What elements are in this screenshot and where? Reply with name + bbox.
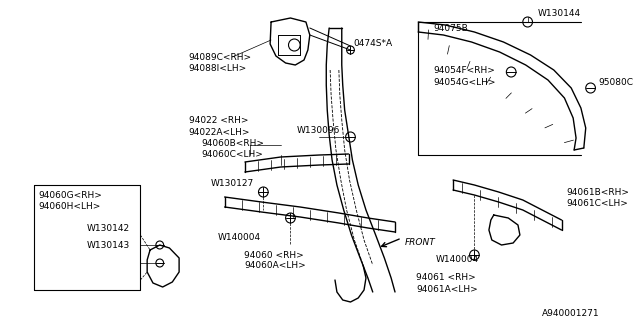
Text: 94061 <RH>: 94061 <RH>	[416, 274, 476, 283]
Text: 94054G<LH>: 94054G<LH>	[434, 77, 496, 86]
Text: 94022 <RH>: 94022 <RH>	[189, 116, 248, 124]
Text: 94089C<RH>: 94089C<RH>	[189, 52, 252, 61]
Text: 94060 <RH>: 94060 <RH>	[244, 251, 304, 260]
Text: W130142: W130142	[87, 223, 131, 233]
Text: W130096: W130096	[296, 125, 340, 134]
Text: 94061C<LH>: 94061C<LH>	[566, 198, 628, 207]
Text: 94060H<LH>: 94060H<LH>	[39, 202, 101, 211]
Text: 94060C<LH>: 94060C<LH>	[202, 149, 263, 158]
Text: 94022A<LH>: 94022A<LH>	[189, 127, 250, 137]
Text: 94061B<RH>: 94061B<RH>	[566, 188, 629, 196]
Text: 94060B<RH>: 94060B<RH>	[202, 139, 264, 148]
Text: 94060A<LH>: 94060A<LH>	[244, 261, 306, 270]
Text: W130127: W130127	[211, 179, 254, 188]
Text: W140004: W140004	[436, 255, 479, 265]
Text: W140004: W140004	[218, 233, 261, 242]
Text: W130143: W130143	[87, 241, 131, 250]
Text: 94061A<LH>: 94061A<LH>	[416, 285, 478, 294]
Text: W130144: W130144	[538, 9, 580, 18]
Text: 94060G<RH>: 94060G<RH>	[39, 190, 102, 199]
Text: 94088I<LH>: 94088I<LH>	[189, 63, 247, 73]
Text: FRONT: FRONT	[404, 237, 435, 246]
Text: 94054F<RH>: 94054F<RH>	[434, 66, 495, 75]
Text: A940001271: A940001271	[542, 308, 600, 317]
Text: 95080C: 95080C	[598, 77, 634, 86]
Text: 0474S*A: 0474S*A	[353, 38, 392, 47]
Text: 94075B: 94075B	[434, 23, 468, 33]
